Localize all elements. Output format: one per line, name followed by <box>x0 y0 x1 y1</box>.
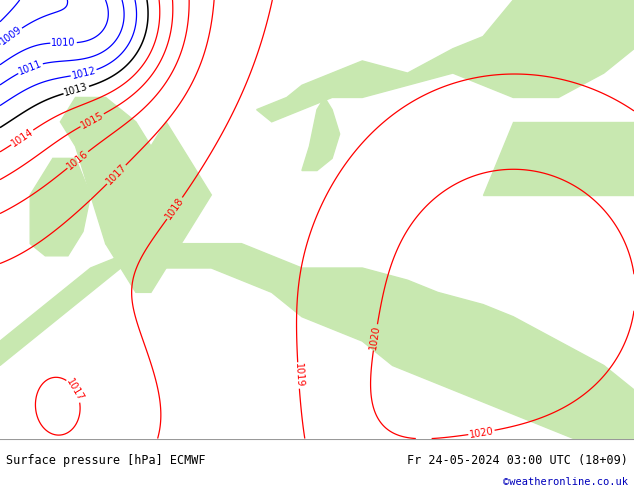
Polygon shape <box>60 98 166 244</box>
Polygon shape <box>0 244 634 439</box>
Text: 1014: 1014 <box>10 126 36 148</box>
Text: 1016: 1016 <box>65 148 91 172</box>
Text: 1013: 1013 <box>63 82 89 98</box>
Text: 1012: 1012 <box>70 66 97 81</box>
Text: 1017: 1017 <box>65 377 86 403</box>
Text: 1020: 1020 <box>368 324 382 350</box>
Polygon shape <box>483 122 634 195</box>
Polygon shape <box>106 122 211 293</box>
Polygon shape <box>257 0 634 122</box>
Polygon shape <box>302 98 340 171</box>
Text: 1017: 1017 <box>104 162 129 187</box>
Text: 1009: 1009 <box>0 24 24 47</box>
Text: 1018: 1018 <box>164 196 186 221</box>
Text: Fr 24-05-2024 03:00 UTC (18+09): Fr 24-05-2024 03:00 UTC (18+09) <box>407 454 628 467</box>
Text: 1010: 1010 <box>51 38 76 48</box>
Text: 1020: 1020 <box>469 426 495 440</box>
Polygon shape <box>30 158 91 256</box>
Text: ©weatheronline.co.uk: ©weatheronline.co.uk <box>503 477 628 488</box>
Text: 1015: 1015 <box>79 110 105 130</box>
Text: 1019: 1019 <box>293 363 304 388</box>
Text: Surface pressure [hPa] ECMWF: Surface pressure [hPa] ECMWF <box>6 454 206 467</box>
Text: 1011: 1011 <box>17 59 43 77</box>
